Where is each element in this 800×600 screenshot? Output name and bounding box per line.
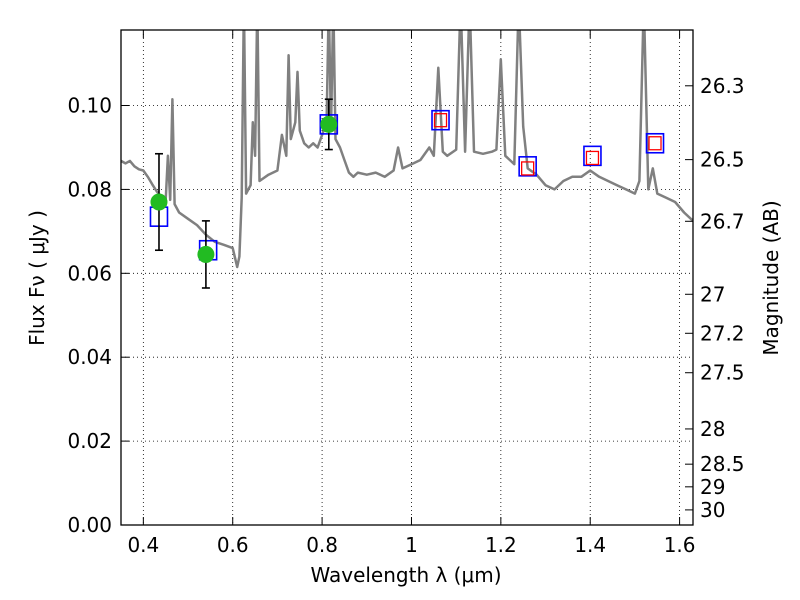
y-tick-label: 0.06 (67, 261, 112, 285)
observed-flux-point (197, 245, 215, 263)
y2-tick-label: 26.3 (700, 74, 745, 98)
ir-model-flux-box (585, 150, 600, 166)
x-tick-label: 1.4 (574, 533, 606, 557)
y2-tick-label: 26.7 (700, 209, 745, 233)
grid (121, 30, 693, 526)
plot-data (121, 30, 693, 289)
x-axis-title: Wavelength λ (μm) (310, 563, 501, 587)
plot-frame (120, 29, 694, 526)
y-tick-label: 0.04 (67, 345, 112, 369)
y-tick-label: 0.00 (67, 513, 112, 537)
observed-flux-point (320, 115, 338, 133)
model-spectrum-line (121, 30, 693, 269)
x-tick-label: 1 (405, 533, 418, 557)
ir-model-flux-box (648, 136, 662, 151)
model-flux-box (645, 132, 665, 154)
y-tick-label: 0.08 (67, 177, 112, 201)
model-flux-box (431, 109, 450, 131)
y-tick-label: 0.02 (67, 429, 112, 453)
ir-model-flux-box (521, 161, 535, 176)
observed-flux-point (150, 193, 168, 211)
y2-tick-label: 27 (700, 282, 725, 306)
y2-tick-label: 30 (700, 498, 725, 522)
ir-model-flux-box (433, 113, 448, 128)
y2-tick-label: 28 (700, 417, 725, 441)
model-flux-box (583, 145, 602, 167)
x-tick-label: 0.8 (306, 533, 338, 557)
y2-tick-label: 27.5 (700, 361, 745, 385)
model-flux-box (518, 156, 537, 177)
y2-tick-label: 28.5 (700, 452, 745, 476)
x-tick-label: 1.6 (664, 533, 696, 557)
x-tick-label: 1.2 (485, 533, 517, 557)
x-tick-label: 0.4 (127, 533, 159, 557)
y2-tick-label: 27.2 (700, 321, 745, 345)
x-tick-label: 0.6 (217, 533, 249, 557)
axes: 0.4 0.6 0.8 1 1.2 1.4 1.6 0.00 0.02 0.04 0.06 0.08 0… (67, 30, 745, 557)
y-axis-title: Flux Fν ( μJy ) (25, 210, 49, 346)
y2-axis-title: Magnitude (AB) (759, 200, 783, 355)
y2-tick-label: 29 (700, 475, 725, 499)
y-tick-label: 0.10 (67, 94, 112, 118)
y2-tick-label: 26.5 (700, 148, 745, 172)
